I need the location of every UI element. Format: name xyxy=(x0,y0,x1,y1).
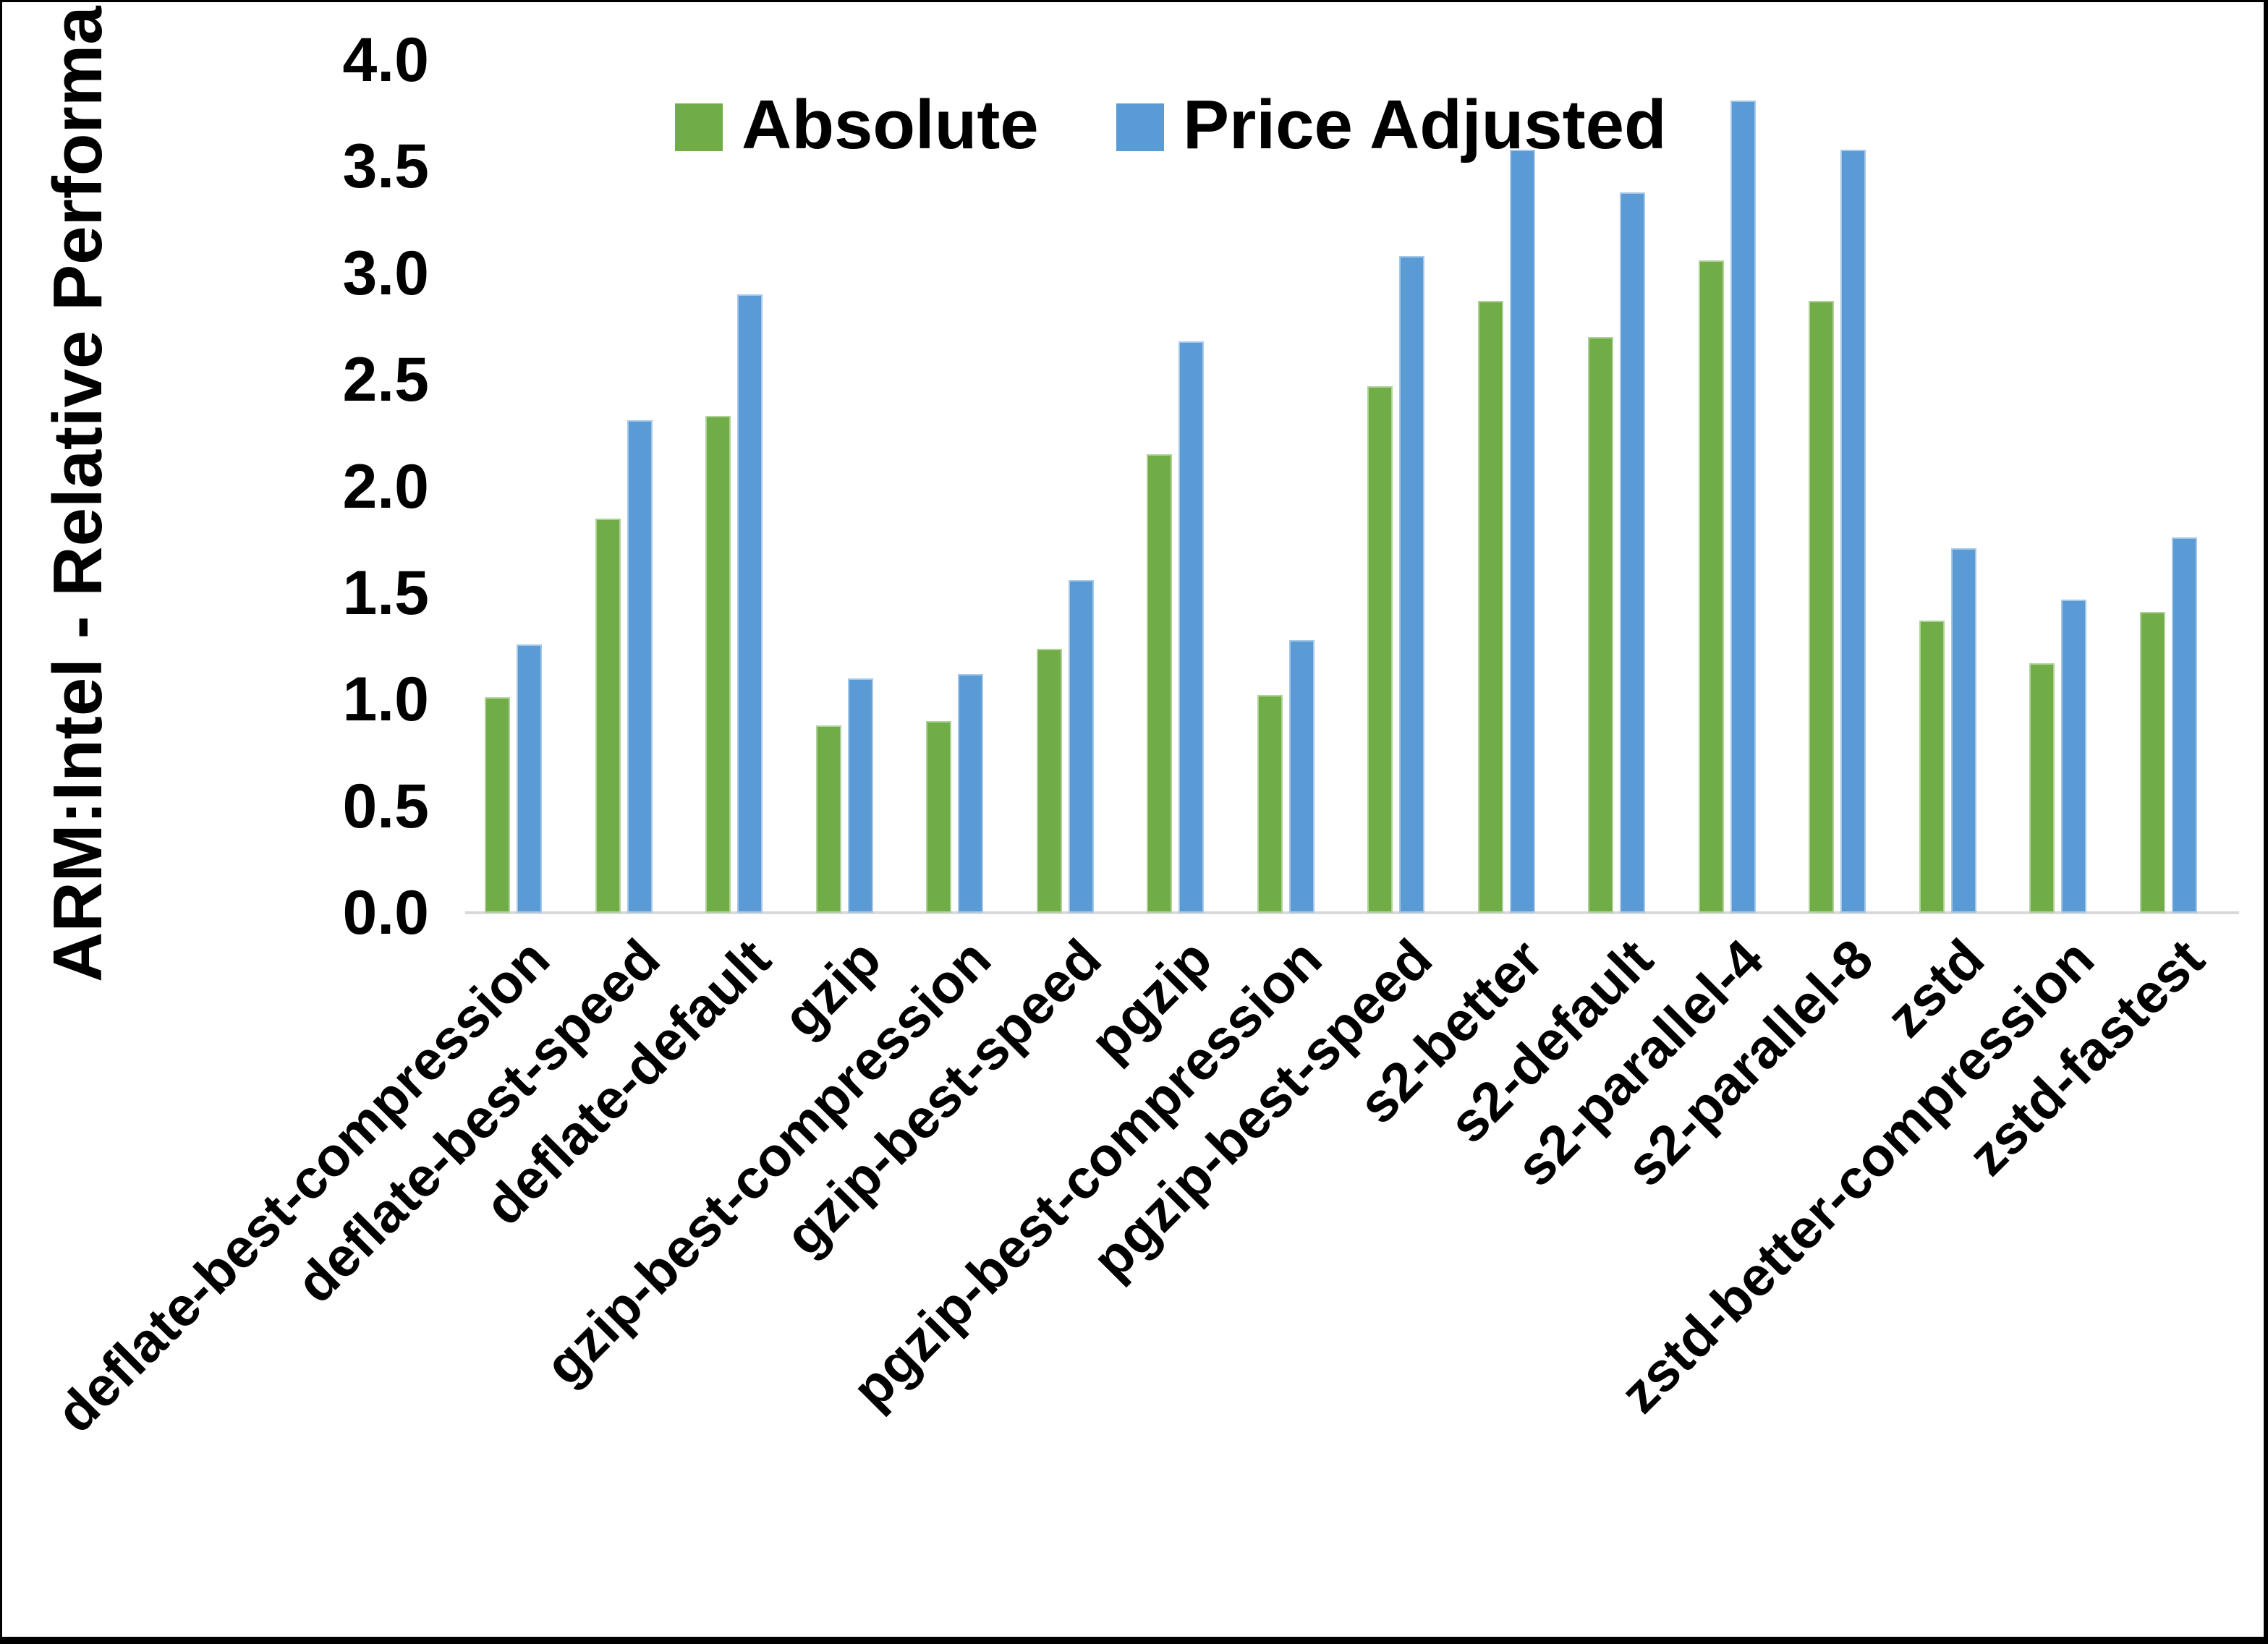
bar-price-adjusted-gzip-best-speed xyxy=(1068,580,1094,913)
y-tick-label-4.0: 4.0 xyxy=(342,25,429,95)
bar-price-adjusted-zstd-fastest xyxy=(2171,537,2197,913)
bar-price-adjusted-zstd xyxy=(1950,548,1976,913)
y-tick-label-0.5: 0.5 xyxy=(342,771,429,841)
y-tick-label-3.5: 3.5 xyxy=(342,132,429,202)
bar-absolute-gzip xyxy=(815,725,841,913)
bar-price-adjusted-deflate-best-compression xyxy=(517,644,542,913)
bar-price-adjusted-pgzip xyxy=(1178,341,1204,913)
y-tick-label-2.5: 2.5 xyxy=(342,345,429,415)
bar-absolute-s2-better xyxy=(1477,301,1503,913)
legend-label-price-adjusted: Price Adjusted xyxy=(1183,86,1667,163)
y-tick-label-1.0: 1.0 xyxy=(342,665,429,735)
bar-price-adjusted-pgzip-best-compression xyxy=(1288,639,1314,913)
legend-label-absolute: Absolute xyxy=(742,86,1039,163)
bar-absolute-gzip-best-speed xyxy=(1036,648,1062,913)
bar-price-adjusted-zstd-better-compression xyxy=(2061,599,2086,913)
legend-swatch-price-adjusted xyxy=(1116,103,1164,151)
y-tick-label-3.0: 3.0 xyxy=(342,238,429,308)
bar-price-adjusted-s2-default xyxy=(1620,192,1645,913)
bar-absolute-pgzip xyxy=(1147,454,1172,913)
bar-price-adjusted-gzip xyxy=(847,678,873,913)
bar-absolute-pgzip-best-compression xyxy=(1257,695,1283,913)
bar-absolute-deflate-best-compression xyxy=(485,697,510,913)
x-axis-line xyxy=(465,911,2239,914)
bar-absolute-deflate-best-speed xyxy=(595,518,621,913)
bar-absolute-s2-parallel-4 xyxy=(1698,260,1724,913)
bar-absolute-gzip-best-compression xyxy=(926,720,951,913)
bar-price-adjusted-pgzip-best-speed xyxy=(1399,256,1424,913)
bar-absolute-zstd xyxy=(1919,621,1945,913)
bar-absolute-s2-default xyxy=(1588,337,1613,913)
bar-price-adjusted-deflate-default xyxy=(737,294,763,913)
bar-absolute-zstd-fastest xyxy=(2139,612,2165,913)
bar-price-adjusted-s2-better xyxy=(1509,149,1535,913)
bar-price-adjusted-s2-parallel-8 xyxy=(1840,149,1866,913)
y-tick-label-2.0: 2.0 xyxy=(342,451,429,521)
bar-price-adjusted-gzip-best-compression xyxy=(958,673,983,913)
bar-absolute-zstd-better-compression xyxy=(2029,663,2055,913)
y-axis-title: ARM:Intel - Relative Performance xyxy=(39,0,116,982)
bar-absolute-s2-parallel-8 xyxy=(1809,301,1834,913)
bar-price-adjusted-deflate-best-speed xyxy=(627,420,653,913)
bar-absolute-deflate-default xyxy=(705,416,731,913)
bar-price-adjusted-s2-parallel-4 xyxy=(1730,101,1756,913)
bar-absolute-pgzip-best-speed xyxy=(1367,386,1393,913)
y-tick-label-0.0: 0.0 xyxy=(342,878,429,947)
y-tick-label-1.5: 1.5 xyxy=(342,558,429,628)
legend-swatch-absolute xyxy=(675,103,723,151)
